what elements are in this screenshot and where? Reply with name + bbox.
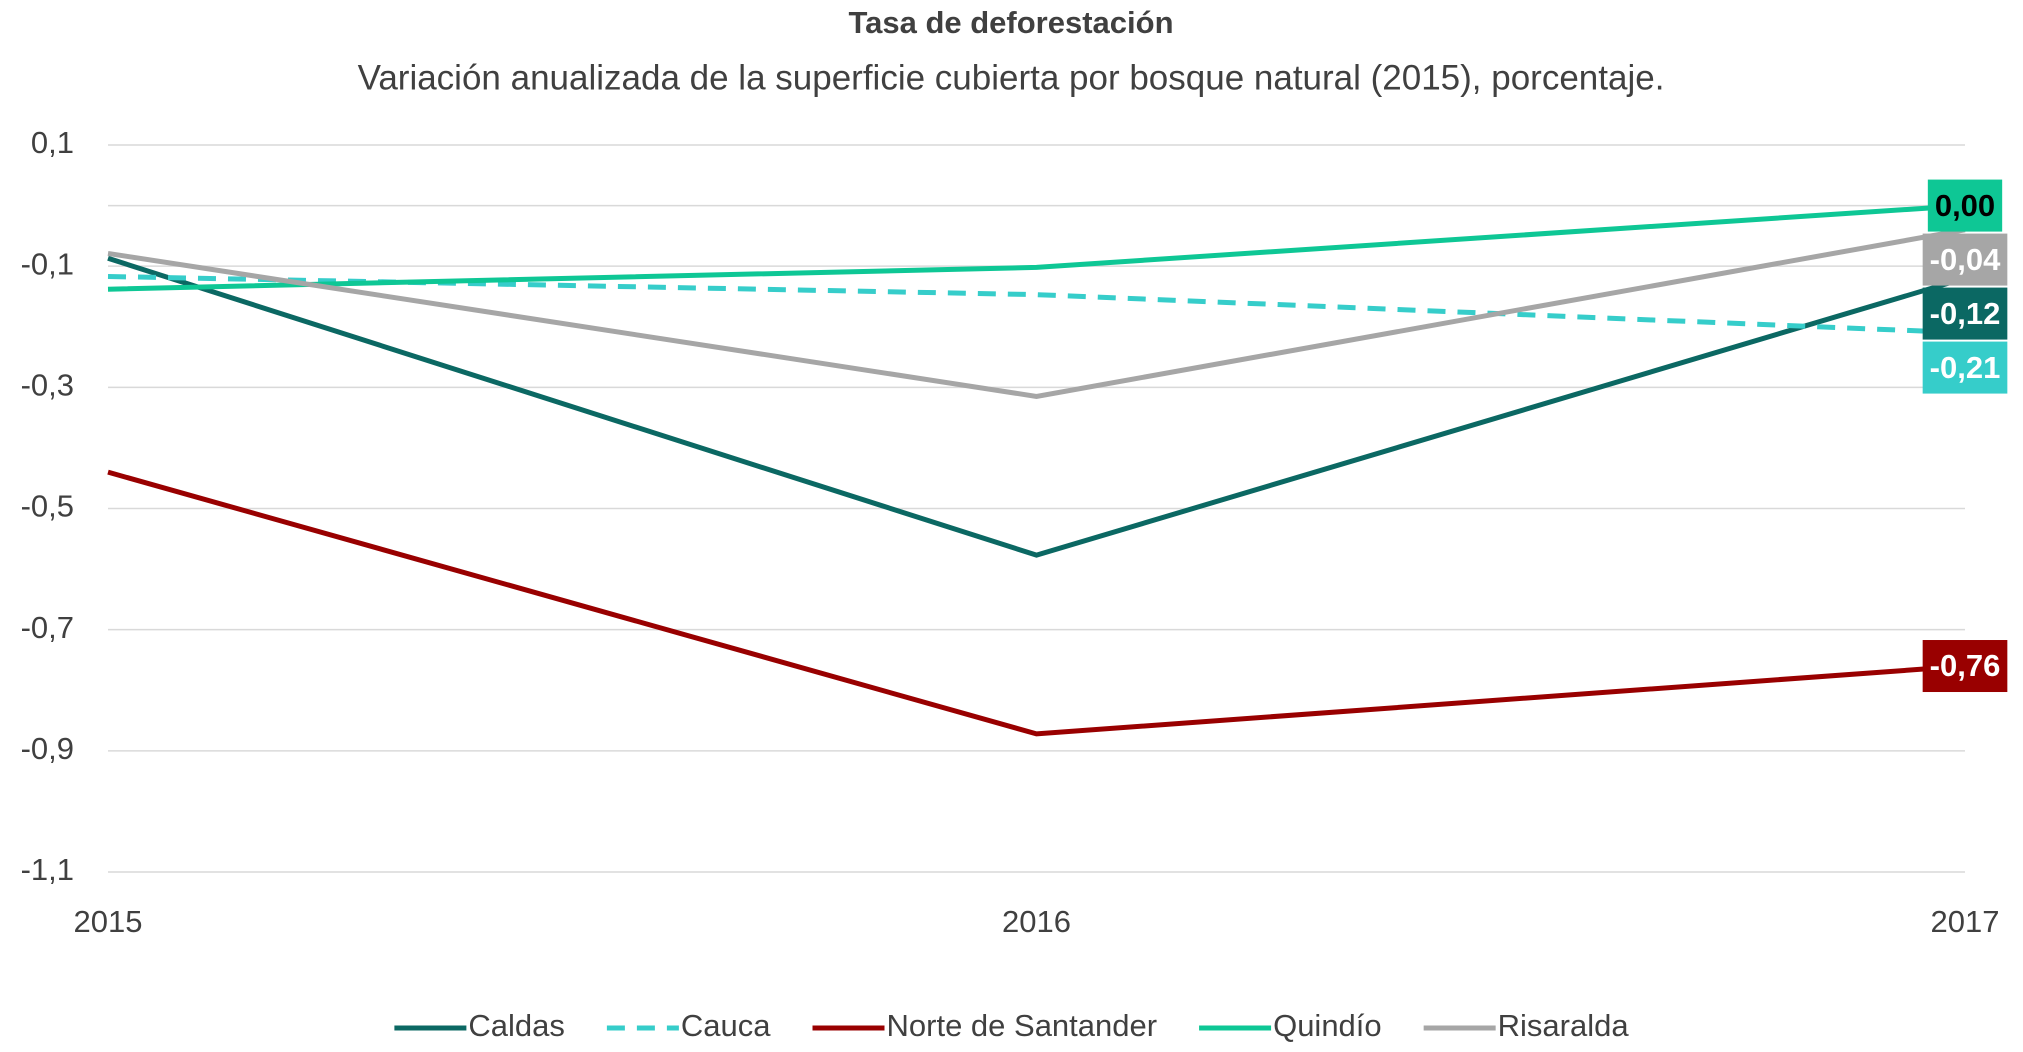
data-label: -0,12 <box>1922 287 2008 340</box>
legend-item: Norte de Santander <box>812 1008 1158 1043</box>
chart-subtitle: Variación anualizada de la superficie cu… <box>358 58 1665 97</box>
legend-label: Caldas <box>468 1008 565 1043</box>
legend-item: Risaralda <box>1423 1008 1630 1043</box>
series-line <box>107 227 1966 399</box>
data-label-text: 0,00 <box>1935 188 1995 223</box>
data-label: -0,04 <box>1922 233 2008 286</box>
data-label-box <box>1922 287 2008 340</box>
y-tick-label: -1,1 <box>21 852 74 887</box>
data-label-box <box>1927 179 2003 232</box>
legend-label: Risaralda <box>1498 1008 1630 1043</box>
data-label-text: -0,21 <box>1930 350 2001 385</box>
y-tick-label: -0,3 <box>21 368 74 403</box>
data-label-text: -0,76 <box>1930 648 2001 683</box>
legend-label: Cauca <box>681 1008 771 1043</box>
data-label: -0,21 <box>1922 341 2008 394</box>
y-tick-label: -0,9 <box>21 731 74 766</box>
chart-title: Tasa de deforestación <box>848 5 1173 40</box>
data-label-box <box>1922 233 2008 286</box>
legend-label: Norte de Santander <box>887 1008 1158 1043</box>
y-tick-label: 0,1 <box>31 125 74 160</box>
y-tick-label: -0,1 <box>21 246 74 281</box>
x-tick-label: 2016 <box>1002 904 1071 939</box>
y-tick-label: -0,5 <box>21 489 74 524</box>
legend-item: Caldas <box>394 1008 565 1043</box>
series-line <box>107 203 1966 292</box>
data-label-text: -0,12 <box>1930 296 2001 331</box>
series-line <box>107 469 1966 737</box>
data-label-box <box>1922 341 2008 394</box>
x-tick-label: 2017 <box>1931 904 2000 939</box>
y-tick-label: -0,7 <box>21 610 74 645</box>
legend-item: Quindío <box>1199 1008 1382 1043</box>
legend-item: Cauca <box>606 1008 771 1043</box>
data-label: -0,76 <box>1922 640 2008 693</box>
x-tick-label: 2015 <box>74 904 143 939</box>
data-label: 0,00 <box>1927 179 2003 232</box>
data-label-text: -0,04 <box>1930 242 2001 277</box>
series-line <box>107 255 1966 558</box>
data-label-box <box>1922 640 2008 693</box>
legend-label: Quindío <box>1273 1008 1382 1043</box>
